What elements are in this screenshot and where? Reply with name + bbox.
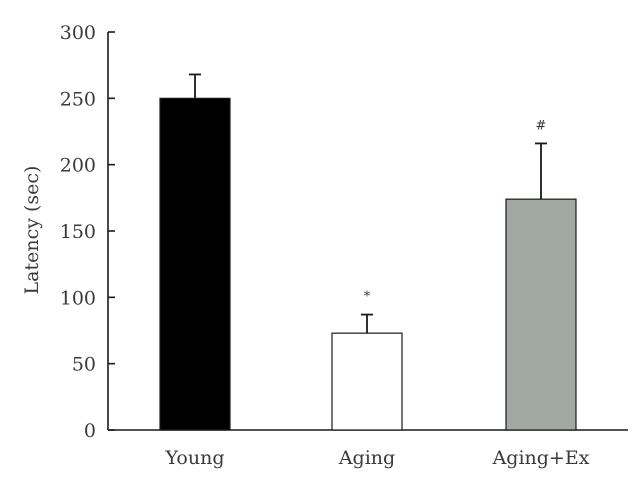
y-tick-label: 300: [60, 22, 96, 44]
bar-aging: [331, 332, 403, 431]
significance-marker: #: [536, 118, 547, 133]
bar-aging-ex: [505, 198, 577, 431]
y-tick-label: 50: [72, 354, 96, 376]
y-tick-label: 250: [60, 88, 96, 110]
x-category-label: Aging: [338, 447, 395, 469]
y-axis-title: Latency (sec): [21, 166, 43, 295]
x-category-label: Aging+Ex: [492, 447, 590, 469]
x-category-label: Young: [165, 447, 225, 469]
y-tick-label: 200: [60, 155, 96, 177]
bars-group: *#: [159, 73, 577, 431]
y-tick-label: 0: [84, 420, 96, 442]
significance-marker: *: [364, 290, 371, 305]
y-axis: 0 50 100 150 200 250 300: [60, 22, 115, 442]
bar-young: [159, 97, 231, 431]
y-tick-label: 150: [60, 221, 96, 243]
y-tick-label: 100: [60, 287, 96, 309]
